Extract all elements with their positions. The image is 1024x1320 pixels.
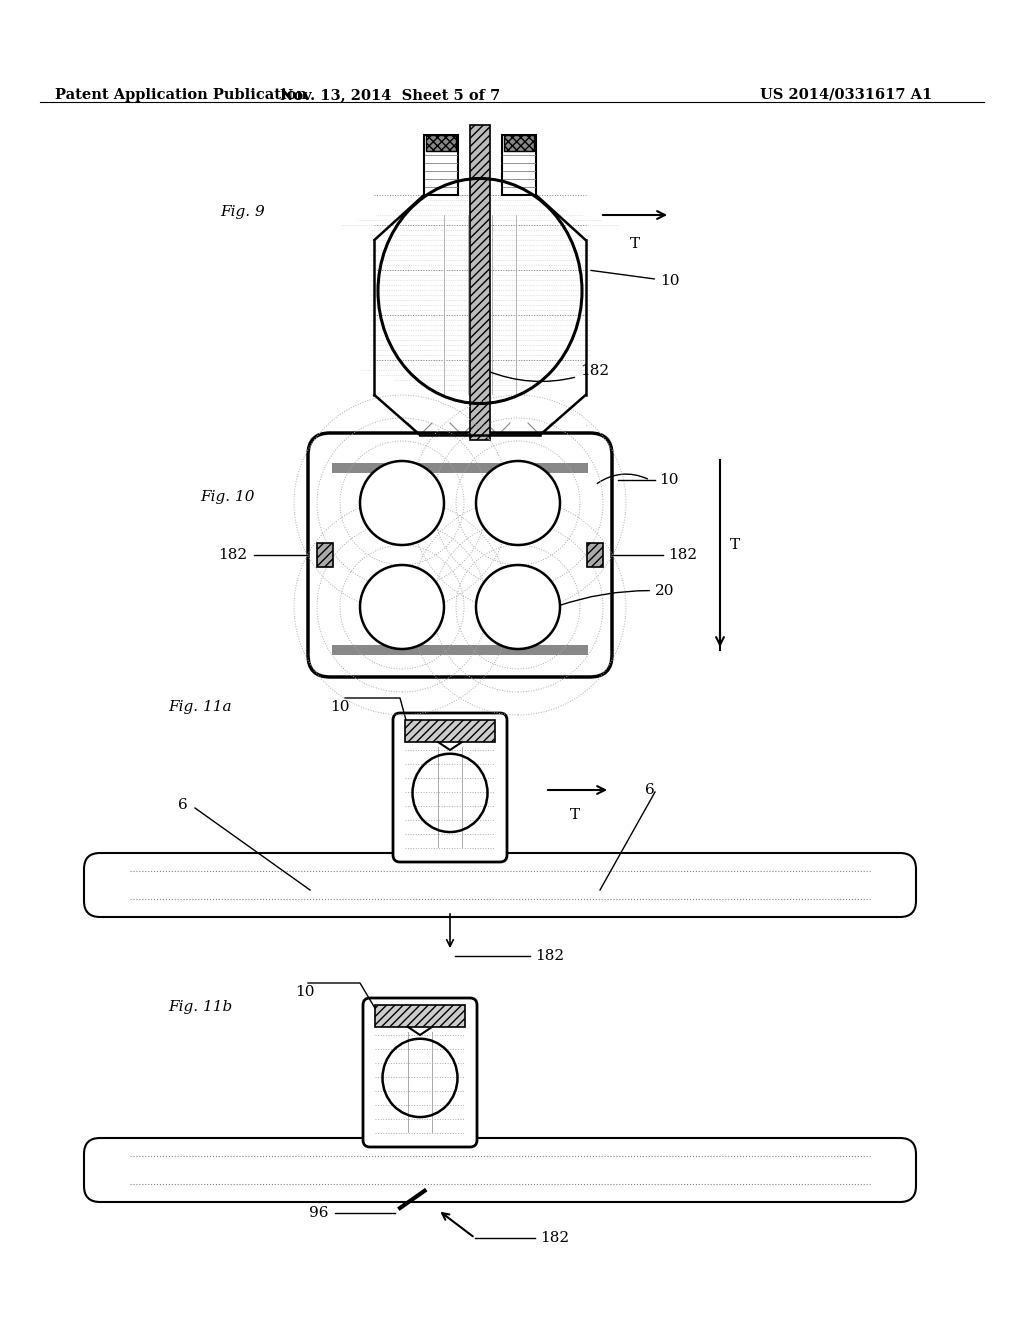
Bar [332,645,588,655]
Text: 6: 6 [645,783,654,797]
Bar [504,135,534,150]
Text: T: T [630,238,640,251]
Text: 10: 10 [591,271,680,288]
FancyBboxPatch shape [375,1005,465,1027]
FancyBboxPatch shape [406,719,495,742]
FancyBboxPatch shape [84,853,916,917]
Text: 10: 10 [659,473,679,487]
Text: 182: 182 [487,364,609,381]
Text: US 2014/0331617 A1: US 2014/0331617 A1 [760,88,932,102]
Bar [424,135,458,195]
Text: 182: 182 [218,548,247,562]
Text: 10: 10 [330,700,349,714]
Text: Nov. 13, 2014  Sheet 5 of 7: Nov. 13, 2014 Sheet 5 of 7 [280,88,500,102]
Circle shape [360,565,444,649]
Bar [317,543,333,568]
Circle shape [360,461,444,545]
Text: Fig. 9: Fig. 9 [220,205,265,219]
Circle shape [476,461,560,545]
Bar [332,463,588,473]
Bar [375,395,586,436]
Bar [426,135,456,150]
Text: 182: 182 [668,548,697,562]
Bar [587,543,603,568]
Text: 182: 182 [540,1232,569,1245]
FancyBboxPatch shape [362,998,477,1147]
Text: Fig. 10: Fig. 10 [200,490,255,504]
Text: T: T [730,539,740,552]
Bar [502,135,536,195]
FancyBboxPatch shape [84,1138,916,1203]
Text: 96: 96 [308,1206,328,1220]
Text: 20: 20 [558,583,675,606]
Text: Fig. 11b: Fig. 11b [168,1001,232,1014]
Text: 10: 10 [295,985,314,999]
Text: Fig. 11a: Fig. 11a [168,700,231,714]
FancyBboxPatch shape [308,433,612,677]
Text: Patent Application Publication: Patent Application Publication [55,88,307,102]
FancyBboxPatch shape [393,713,507,862]
Circle shape [476,565,560,649]
Bar [470,125,490,440]
Text: T: T [570,808,580,822]
Text: 6: 6 [178,799,187,812]
Text: 182: 182 [535,949,564,964]
